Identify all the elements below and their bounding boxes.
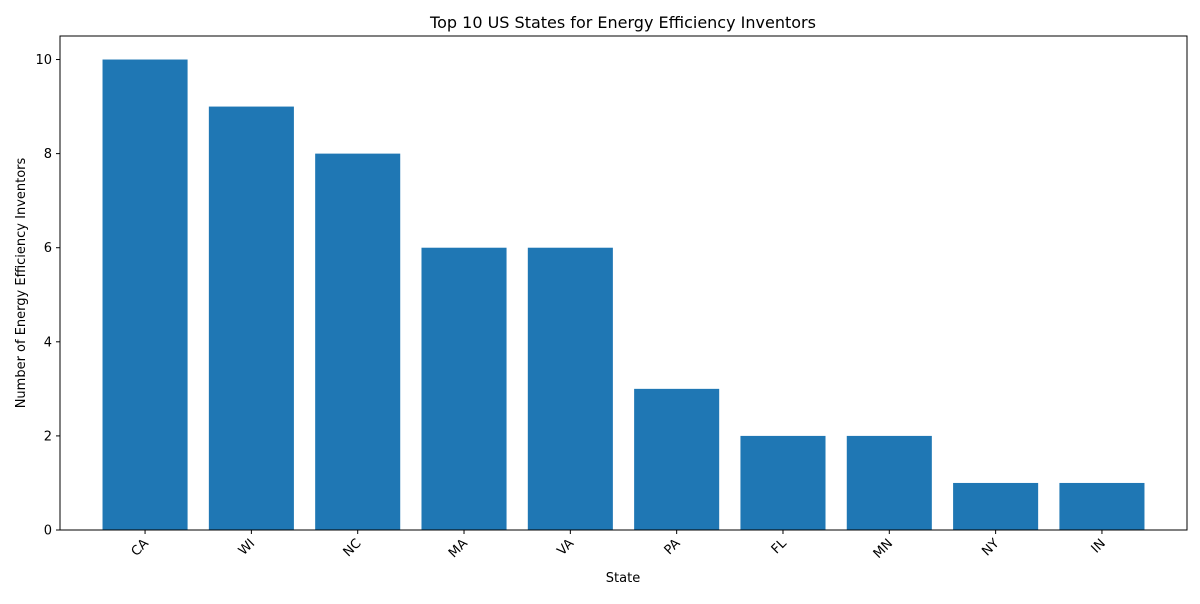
x-tick-label: MA — [446, 536, 471, 561]
x-axis-ticks: CA WI NC MA VA PA FL MN NY IN — [129, 530, 1109, 562]
y-tick-label: 0 — [44, 524, 52, 539]
bar-ma — [421, 248, 506, 530]
bar-ny — [953, 483, 1038, 530]
chart-title: Top 10 US States for Energy Efficiency I… — [429, 13, 816, 32]
x-tick-label: MN — [871, 536, 896, 561]
y-axis-label: Number of Energy Efficiency Inventors — [14, 157, 29, 408]
bar-in — [1059, 483, 1144, 530]
y-tick-label: 2 — [44, 429, 52, 444]
y-tick-label: 4 — [44, 335, 52, 350]
bar-pa — [634, 389, 719, 530]
x-tick-label: NY — [979, 536, 1002, 559]
x-tick-label: CA — [129, 536, 152, 559]
x-tick-label: FL — [769, 536, 791, 558]
bar-nc — [315, 154, 400, 530]
bars-group — [103, 60, 1145, 530]
bar-mn — [847, 436, 932, 530]
y-tick-label: 10 — [35, 53, 52, 68]
y-tick-label: 6 — [44, 241, 52, 256]
y-axis-ticks: 0 2 4 6 8 10 — [35, 53, 60, 538]
bar-wi — [209, 107, 294, 530]
y-tick-label: 8 — [44, 147, 52, 162]
x-tick-label: WI — [236, 536, 258, 558]
x-tick-label: NC — [341, 536, 365, 560]
bar-fl — [740, 436, 825, 530]
x-tick-label: VA — [555, 536, 578, 559]
x-axis-label: State — [606, 571, 640, 586]
bar-ca — [103, 60, 188, 530]
x-tick-label: IN — [1089, 536, 1109, 556]
bar-va — [528, 248, 613, 530]
x-tick-label: PA — [662, 536, 684, 558]
